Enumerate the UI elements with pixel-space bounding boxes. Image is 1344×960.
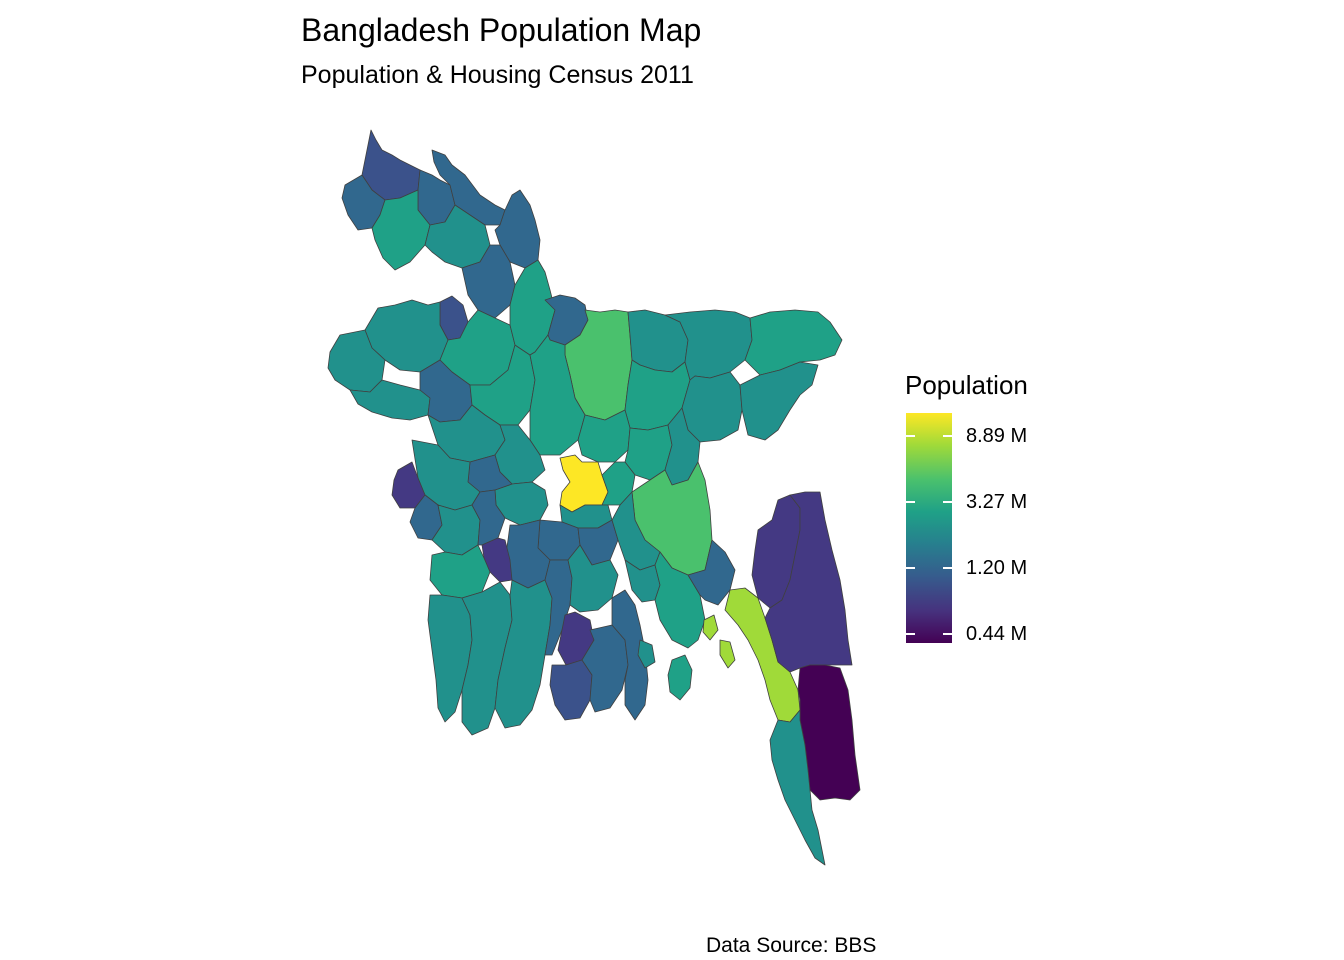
district-sandwip-island [702, 614, 719, 641]
district-bhola [611, 589, 649, 721]
district-barguna [549, 659, 593, 721]
district-khulna [461, 581, 513, 736]
legend-title: Population [905, 370, 1028, 400]
legend-label-3-27m: 3.27 M [966, 491, 1028, 513]
district-char-island-a [637, 639, 656, 669]
district-dhaka [559, 454, 609, 513]
district-coxs-bazar [769, 709, 826, 866]
map-title: Bangladesh Population Map [301, 12, 702, 48]
legend-label-1-20m: 1.20 M [966, 557, 1028, 579]
district-sirajganj [469, 344, 536, 426]
district-noakhali [654, 551, 706, 649]
district-magura [471, 489, 506, 546]
legend-colorbar [906, 413, 952, 643]
district-sylhet [744, 309, 843, 376]
district-moulvibazar [739, 361, 819, 441]
district-jhenaidah [431, 504, 481, 556]
district-feni [687, 539, 736, 606]
district-hatiya-island [667, 654, 693, 701]
legend-label-8-89m: 8.89 M [966, 425, 1028, 447]
district-jessore [429, 544, 491, 599]
legend-label-0-44m: 0.44 M [966, 623, 1028, 645]
district-habiganj [681, 371, 743, 443]
map-subtitle: Population & Housing Census 2011 [301, 61, 694, 89]
district-regions [327, 129, 861, 866]
data-source-caption: Data Source: BBS [706, 934, 877, 957]
district-kutubdia-island [719, 639, 736, 669]
